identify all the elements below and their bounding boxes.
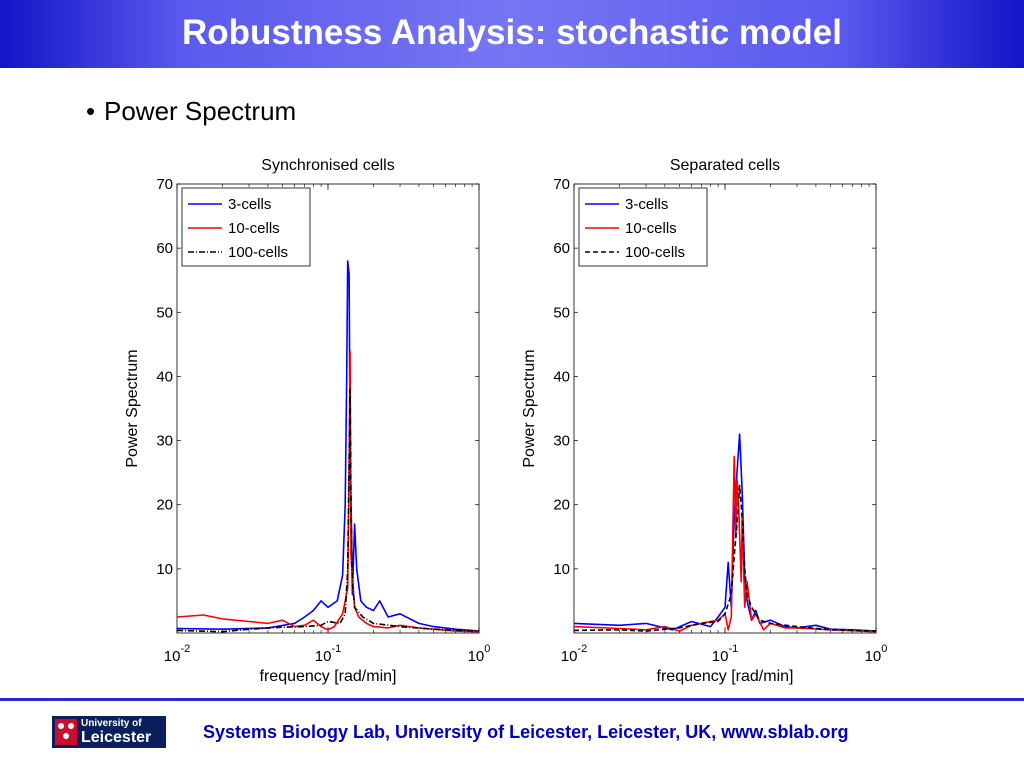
y-tick-label: 70 <box>553 176 570 193</box>
university-logo: University of Leicester <box>52 716 166 748</box>
footer-divider <box>0 698 1024 701</box>
chart-1 <box>176 183 480 634</box>
chart-title: Separated cells <box>670 157 780 174</box>
x-tick-label: 10-2 <box>164 643 190 665</box>
x-tick-label: 10-1 <box>712 643 738 665</box>
x-axis-label: frequency [rad/min] <box>657 668 794 685</box>
y-tick-label: 10 <box>156 561 173 578</box>
slide-title: Robustness Analysis: stochastic model <box>182 13 842 52</box>
chart-title: Synchronised cells <box>261 157 394 174</box>
bullet-text: Power Spectrum <box>104 96 297 126</box>
footer-text: Systems Biology Lab, University of Leice… <box>203 722 849 742</box>
series-line <box>573 484 877 632</box>
y-tick-label: 20 <box>156 497 173 514</box>
y-tick-label: 70 <box>156 176 173 193</box>
title-bar: Robustness Analysis: stochastic model <box>0 0 1024 68</box>
x-tick-label: 100 <box>865 643 888 665</box>
logo-line2: Leicester <box>81 729 152 746</box>
y-tick-label: 20 <box>553 497 570 514</box>
legend-label: 100-cells <box>228 244 288 261</box>
x-tick-label: 10-2 <box>561 643 587 665</box>
crest-icon <box>55 719 77 745</box>
x-tick-label: 10-1 <box>315 643 341 665</box>
power-spectrum-plots: 10 20 30 40 50 60 70 10-2 10-1 100 Synchronised ce… <box>124 157 888 685</box>
series-line <box>573 455 877 633</box>
legend-label: 3-cells <box>625 196 668 213</box>
y-tick-label: 10 <box>553 561 570 578</box>
y-tick-label: 50 <box>553 304 570 321</box>
y-axis-label: Power Spectrum <box>124 349 141 467</box>
bullet-dot-icon: • <box>86 96 96 126</box>
legend-box <box>578 187 708 267</box>
x-tick-label: 100 <box>468 643 491 665</box>
legend-box <box>181 187 311 267</box>
series-line <box>176 388 480 633</box>
y-tick-label: 30 <box>553 433 570 450</box>
bullet-item: • Power Spectrum <box>86 96 296 127</box>
legend-label: 10-cells <box>625 220 677 237</box>
chart-2 <box>573 183 877 634</box>
y-tick-label: 40 <box>156 368 173 385</box>
y-tick-label: 60 <box>553 240 570 257</box>
y-tick-label: 50 <box>156 304 173 321</box>
legend-label: 10-cells <box>228 220 280 237</box>
y-tick-label: 40 <box>553 368 570 385</box>
y-tick-label: 60 <box>156 240 173 257</box>
y-tick-label: 30 <box>156 433 173 450</box>
x-axis-label: frequency [rad/min] <box>260 668 397 685</box>
legend-label: 3-cells <box>228 196 271 213</box>
legend-label: 100-cells <box>625 244 685 261</box>
logo-line1: University of <box>81 718 142 729</box>
y-axis-label: Power Spectrum <box>521 349 538 467</box>
